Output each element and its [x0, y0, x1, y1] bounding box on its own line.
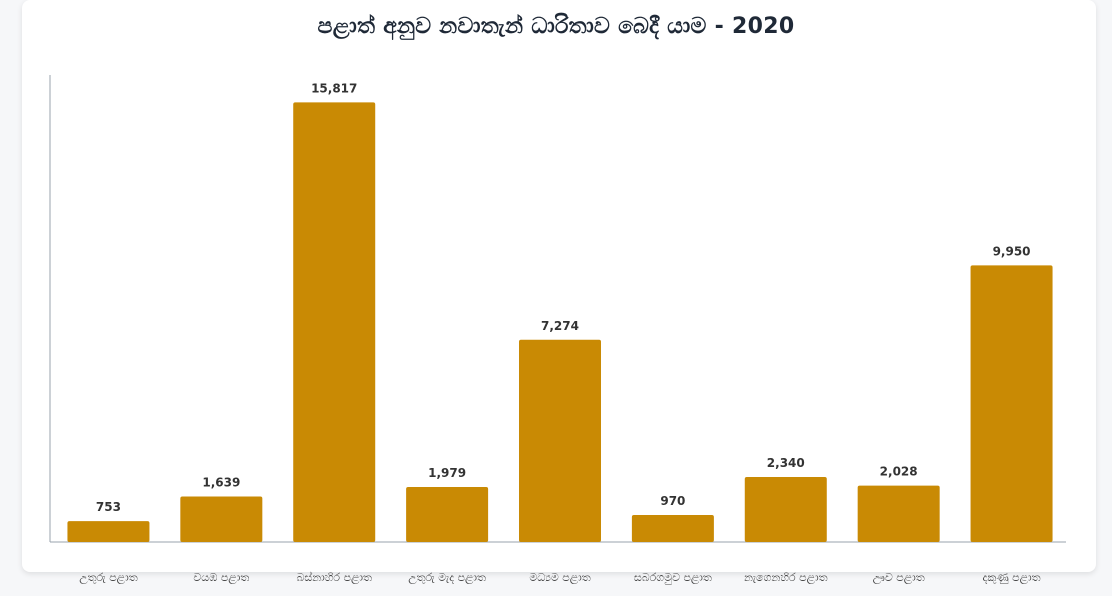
bar-value-label-2: 15,817: [311, 81, 357, 95]
bar-1[interactable]: [180, 496, 263, 542]
x-tick-label-0: උතුරු පළාත: [79, 571, 137, 585]
x-tick-label-7: ඌව පළාත: [873, 571, 925, 585]
chart-title: පළාත් අනුව නවාතැන් ධාරිතාව බෙදී යාම - 20…: [317, 14, 795, 39]
x-tick-label-1: වයඹ පළාත: [193, 571, 249, 585]
bar-5[interactable]: [631, 515, 714, 542]
x-tick-label-4: මධ්‍යම පළාත: [529, 571, 590, 585]
x-tick-label-5: සබරගමුව පළාත: [634, 571, 712, 585]
bar-value-label-7: 2,028: [880, 465, 918, 479]
bar-6[interactable]: [744, 476, 827, 542]
x-tick-label-6: නැගෙනහිර පළාත: [744, 571, 828, 585]
bar-value-label-4: 7,274: [541, 319, 579, 333]
bar-7[interactable]: [857, 485, 940, 542]
bar-4[interactable]: [519, 339, 601, 542]
bar-0[interactable]: [67, 521, 150, 542]
x-tick-label-2: බස්නාහිර පළාත: [296, 570, 372, 585]
bar-value-label-8: 9,950: [993, 244, 1031, 258]
bar-8[interactable]: [970, 265, 1053, 542]
bar-value-label-5: 970: [660, 494, 685, 508]
bar-value-label-0: 753: [96, 500, 121, 514]
x-tick-label-3: උතුරු මැද පළාත: [408, 571, 486, 585]
bar-value-label-6: 2,340: [767, 456, 805, 470]
bar-value-label-3: 1,979: [428, 466, 466, 480]
x-tick-label-8: දකුණු පළාත: [983, 571, 1041, 585]
bar-3[interactable]: [406, 486, 489, 542]
bar-2[interactable]: [293, 102, 376, 542]
bar-value-label-1: 1,639: [202, 475, 240, 489]
